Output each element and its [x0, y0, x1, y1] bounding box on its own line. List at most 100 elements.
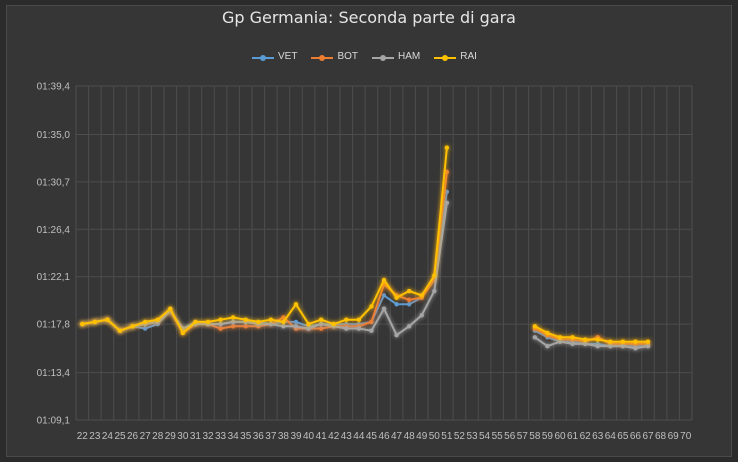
- data-point-rai: [168, 306, 173, 311]
- x-tick-label: 45: [366, 431, 378, 442]
- data-point-rai: [582, 337, 588, 342]
- data-point-ham: [293, 324, 299, 329]
- data-point-bot: [281, 315, 286, 320]
- axis-layer: 01:09,1 01:13,4 01:17,8 01:22,1 01:26,4 01:30…: [37, 82, 692, 443]
- data-point-rai: [545, 330, 550, 336]
- data-point-rai: [293, 302, 299, 307]
- data-point-rai: [218, 317, 223, 322]
- data-point-bot: [243, 324, 248, 329]
- x-tick-label: 56: [504, 431, 516, 442]
- data-point-rai: [356, 317, 362, 322]
- legend-item-rai: RAI: [434, 51, 477, 62]
- series-line-rai: [81, 146, 448, 334]
- x-tick-label: 28: [152, 431, 164, 442]
- x-tick-label: 22: [77, 431, 89, 442]
- data-point-vet: [394, 302, 399, 307]
- y-tick-label: 01:22,1: [37, 272, 71, 283]
- data-point-ham: [356, 326, 362, 331]
- x-tick-label: 63: [592, 431, 604, 442]
- data-point-ham: [633, 346, 638, 351]
- series-line-ham: [533, 336, 649, 350]
- x-tick-label: 53: [466, 431, 478, 442]
- series-line-rai: [533, 325, 649, 343]
- data-point-vet: [444, 189, 450, 195]
- data-point-rai: [268, 317, 274, 322]
- y-tick-label: 01:13,4: [37, 368, 71, 379]
- data-point-rai: [381, 277, 387, 283]
- data-point-rai: [230, 315, 236, 320]
- data-point-rai: [80, 321, 85, 327]
- data-point-rai: [645, 339, 651, 344]
- x-tick-label: 58: [529, 431, 541, 442]
- data-point-ham: [419, 313, 424, 318]
- data-point-rai: [105, 317, 110, 322]
- data-point-bot: [369, 319, 374, 325]
- x-tick-label: 35: [240, 431, 252, 442]
- x-tick-label: 59: [542, 431, 554, 442]
- x-tick-label: 49: [416, 431, 428, 442]
- data-point-rai: [595, 337, 600, 342]
- legend-item-ham: HAM: [372, 51, 420, 62]
- x-tick-label: 67: [642, 431, 654, 442]
- x-tick-label: 30: [177, 431, 189, 442]
- legend-swatch-bot: [311, 52, 334, 62]
- legend: VET BOT HAM RAI: [252, 51, 477, 62]
- data-point-vet: [293, 319, 299, 325]
- data-point-rai: [256, 319, 261, 325]
- x-tick-label: 33: [215, 431, 227, 442]
- data-point-rai: [557, 335, 563, 340]
- data-point-rai: [432, 273, 437, 278]
- x-tick-label: 25: [114, 431, 126, 442]
- data-point-rai: [532, 324, 538, 329]
- data-point-ham: [532, 335, 538, 340]
- legend-dot-ham: [380, 54, 387, 61]
- x-tick-label: 29: [165, 431, 177, 442]
- x-tick-label: 47: [391, 431, 403, 442]
- data-point-ham: [557, 339, 563, 344]
- data-point-ham: [595, 343, 600, 349]
- x-tick-label: 65: [617, 431, 629, 442]
- legend-swatch-ham: [372, 52, 395, 62]
- data-point-rai: [306, 321, 311, 327]
- x-tick-label: 66: [630, 431, 642, 442]
- x-tick-label: 24: [102, 431, 114, 442]
- x-tick-label: 34: [228, 431, 240, 442]
- legend-swatch-vet: [252, 52, 274, 62]
- data-point-rai: [92, 319, 98, 325]
- x-tick-label: 52: [454, 431, 466, 442]
- data-point-rai: [570, 335, 575, 340]
- x-tick-label: 41: [316, 431, 328, 442]
- x-tick-label: 55: [492, 431, 504, 442]
- x-tick-label: 51: [441, 431, 453, 442]
- data-point-rai: [281, 319, 286, 325]
- legend-item-bot: BOT: [311, 51, 358, 62]
- data-point-bot: [444, 169, 450, 175]
- data-point-ham: [394, 332, 399, 338]
- legend-dot-vet: [260, 54, 266, 61]
- series-layer: [80, 145, 651, 351]
- data-point-rai: [243, 317, 248, 322]
- x-tick-label: 44: [353, 431, 365, 442]
- data-point-rai: [180, 330, 186, 336]
- x-tick-label: 54: [479, 431, 491, 442]
- data-point-rai: [633, 339, 638, 344]
- data-point-vet: [406, 302, 412, 307]
- legend-dot-bot: [319, 54, 326, 61]
- data-point-rai: [620, 339, 626, 344]
- x-tick-label: 68: [655, 431, 667, 442]
- x-tick-label: 27: [140, 431, 152, 442]
- x-tick-label: 31: [190, 431, 202, 442]
- data-point-rai: [331, 321, 336, 327]
- data-point-ham: [369, 328, 374, 333]
- legend-label-vet: VET: [278, 51, 298, 62]
- y-tick-label: 01:26,4: [37, 225, 71, 236]
- y-tick-label: 01:35,0: [37, 130, 71, 141]
- grid-layer: [75, 85, 693, 421]
- x-tick-label: 70: [680, 431, 692, 442]
- data-point-ham: [306, 326, 311, 331]
- data-point-ham: [620, 343, 626, 349]
- x-tick-label: 23: [89, 431, 101, 442]
- data-point-ham: [381, 306, 387, 311]
- x-tick-label: 46: [378, 431, 390, 442]
